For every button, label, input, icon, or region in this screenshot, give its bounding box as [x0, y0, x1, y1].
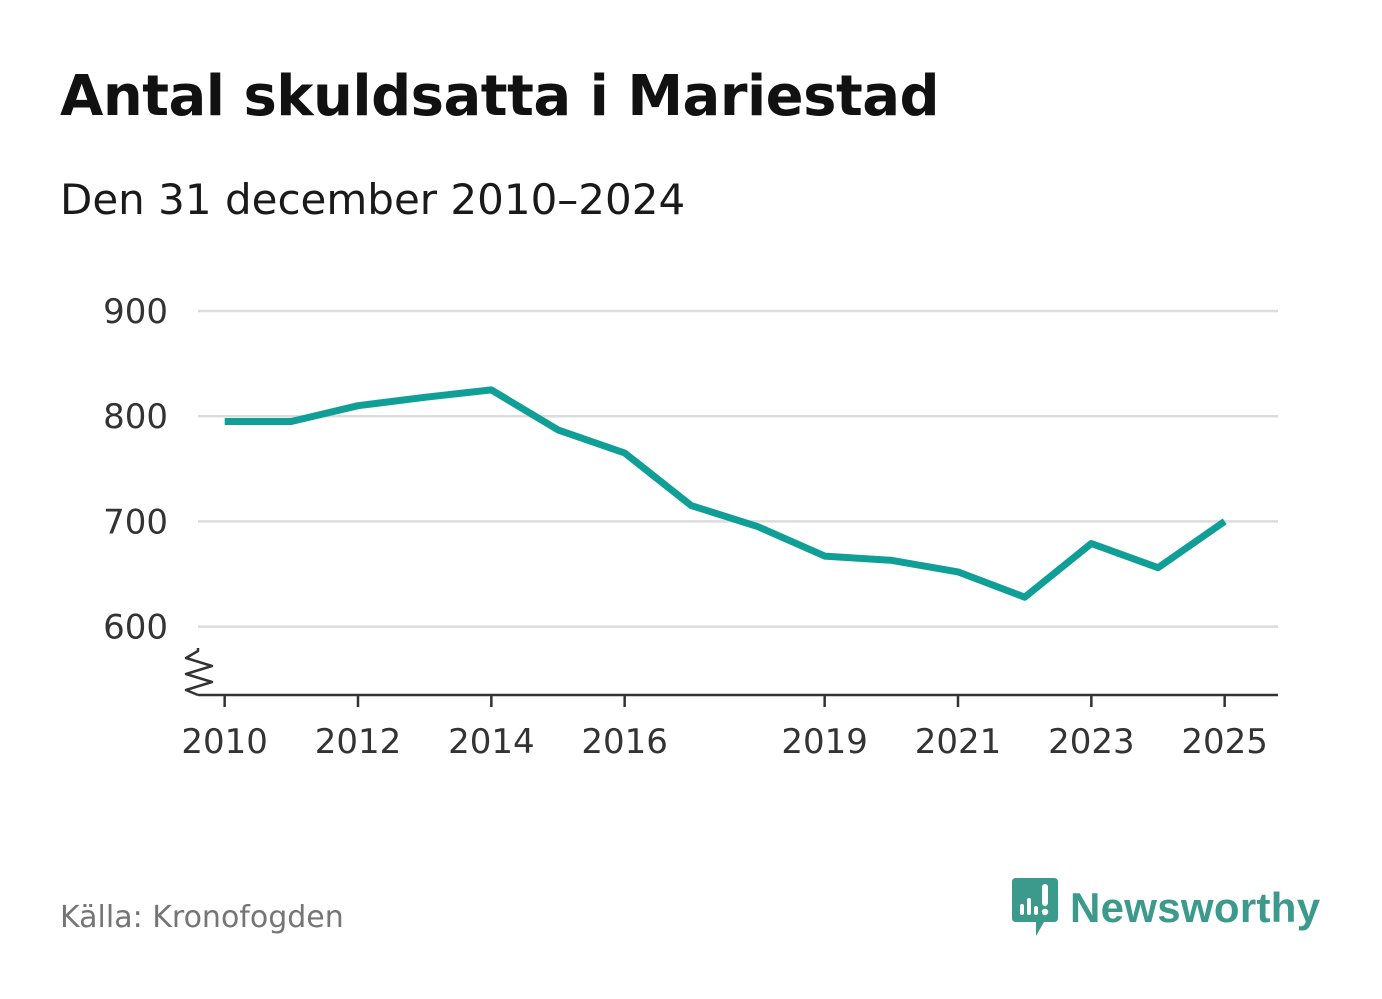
x-tick-label-2019: 2019: [781, 722, 868, 762]
brand-logo[interactable]: Newsworthy: [1010, 876, 1320, 940]
x-tick-label-2016: 2016: [581, 722, 668, 762]
axis-break-marker: [184, 648, 214, 697]
series-line-0: [224, 386, 1227, 601]
x-tick-label-2021: 2021: [915, 722, 1002, 762]
y-tick-label-700: 700: [103, 502, 168, 542]
newsworthy-logo-icon: [1012, 878, 1058, 936]
x-tick-label-2025: 2025: [1181, 722, 1268, 762]
y-tick-label-800: 800: [103, 397, 168, 437]
source-note: Källa: Kronofogden: [60, 900, 344, 935]
x-tick-label-2012: 2012: [315, 722, 402, 762]
chart-subtitle: Den 31 december 2010–2024: [60, 175, 686, 224]
y-tick-label-600: 600: [103, 608, 168, 648]
y-tick-label-900: 900: [103, 292, 168, 332]
x-tick-label-2010: 2010: [181, 722, 268, 762]
chart-title: Antal skuldsatta i Mariestad: [60, 64, 940, 129]
x-tick-label-2023: 2023: [1048, 722, 1135, 762]
x-tick-label-2014: 2014: [448, 722, 535, 762]
brand-name: Newsworthy: [1070, 884, 1321, 931]
